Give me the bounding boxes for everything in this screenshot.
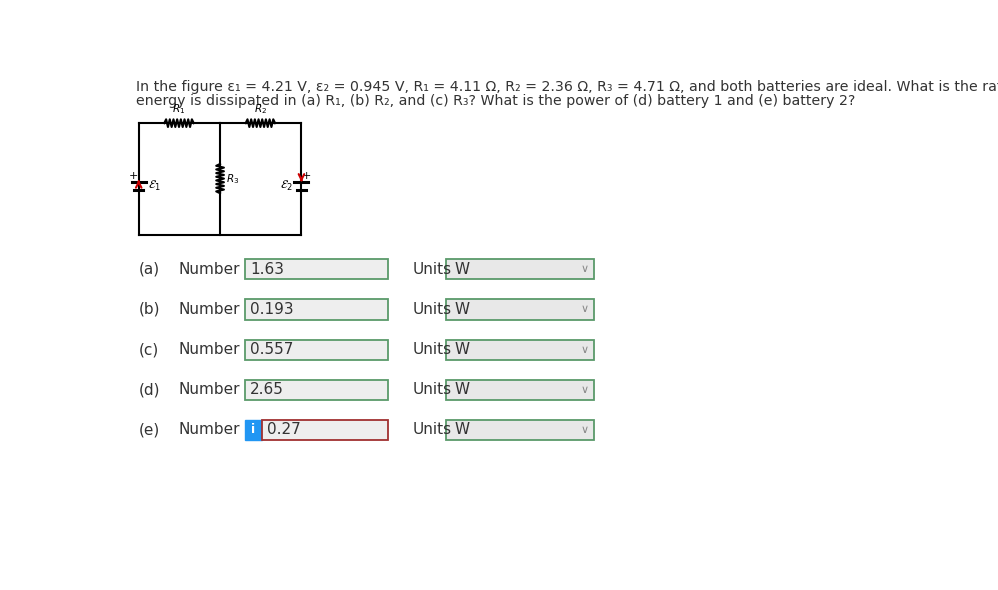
Text: ∨: ∨	[580, 385, 589, 395]
Text: W: W	[454, 262, 469, 277]
Text: W: W	[454, 422, 469, 437]
Text: 1.63: 1.63	[250, 262, 284, 277]
Text: In the figure ε₁ = 4.21 V, ε₂ = 0.945 V, R₁ = 4.11 Ω, R₂ = 2.36 Ω, R₃ = 4.71 Ω, : In the figure ε₁ = 4.21 V, ε₂ = 0.945 V,…	[137, 80, 998, 94]
Text: 0.27: 0.27	[267, 422, 301, 437]
FancyBboxPatch shape	[245, 339, 388, 359]
FancyBboxPatch shape	[446, 339, 594, 359]
FancyBboxPatch shape	[245, 260, 388, 280]
Text: +: +	[302, 171, 311, 181]
Text: ∨: ∨	[580, 264, 589, 274]
Text: (e): (e)	[139, 422, 160, 437]
Text: Units: Units	[413, 382, 452, 397]
Text: Number: Number	[179, 262, 241, 277]
Text: $\mathcal{E}_2$: $\mathcal{E}_2$	[279, 179, 292, 194]
FancyBboxPatch shape	[446, 260, 594, 280]
FancyBboxPatch shape	[446, 379, 594, 399]
Text: Units: Units	[413, 262, 452, 277]
Text: W: W	[454, 342, 469, 357]
Text: $\mathcal{E}_1$: $\mathcal{E}_1$	[148, 179, 161, 194]
Text: ∨: ∨	[580, 304, 589, 314]
Text: $R_1$: $R_1$	[173, 103, 186, 116]
Text: Units: Units	[413, 422, 452, 437]
FancyBboxPatch shape	[446, 300, 594, 320]
Text: ∨: ∨	[580, 425, 589, 435]
Text: (c): (c)	[139, 342, 159, 357]
Text: Number: Number	[179, 302, 241, 317]
Text: ∨: ∨	[580, 345, 589, 355]
Text: Units: Units	[413, 302, 452, 317]
Text: Units: Units	[413, 342, 452, 357]
FancyBboxPatch shape	[245, 300, 388, 320]
FancyBboxPatch shape	[446, 419, 594, 440]
Text: Number: Number	[179, 422, 241, 437]
Text: 0.557: 0.557	[250, 342, 293, 357]
Text: Number: Number	[179, 342, 241, 357]
Text: i: i	[251, 423, 255, 436]
FancyBboxPatch shape	[261, 419, 388, 440]
FancyBboxPatch shape	[245, 419, 261, 440]
Text: W: W	[454, 302, 469, 317]
Text: 2.65: 2.65	[250, 382, 284, 397]
Text: (a): (a)	[139, 262, 160, 277]
Text: 0.193: 0.193	[250, 302, 294, 317]
Text: +: +	[129, 171, 138, 181]
Text: Number: Number	[179, 382, 241, 397]
Text: $R_3$: $R_3$	[227, 172, 240, 185]
Text: energy is dissipated in (a) R₁, (b) R₂, and (c) R₃? What is the power of (d) bat: energy is dissipated in (a) R₁, (b) R₂, …	[137, 94, 855, 108]
Text: $R_2$: $R_2$	[253, 103, 266, 116]
Text: W: W	[454, 382, 469, 397]
Text: (b): (b)	[139, 302, 161, 317]
Text: (d): (d)	[139, 382, 161, 397]
FancyBboxPatch shape	[245, 379, 388, 399]
